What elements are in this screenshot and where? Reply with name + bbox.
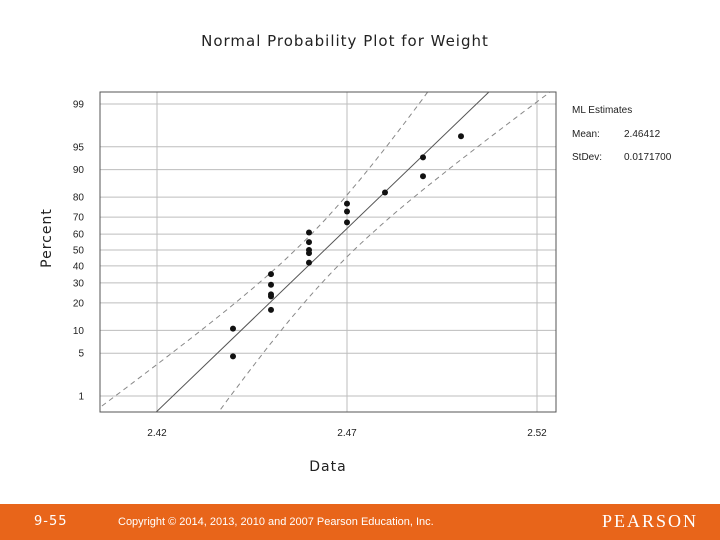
x-tick-label: 2.42 (147, 428, 167, 439)
slide-number: 9-55 (34, 514, 68, 529)
band-right (217, 92, 551, 412)
y-tick-label: 10 (73, 326, 85, 337)
plot-frame (99, 91, 557, 413)
x-tick-labels: 2.42 2.47 2.52 (147, 428, 547, 439)
fit-line-group (155, 92, 490, 412)
data-point (268, 281, 274, 288)
y-tick-label: 1 (78, 392, 84, 403)
copyright-text: Copyright © 2014, 2013, 2010 and 2007 Pe… (118, 516, 434, 528)
x-axis-title: Data (309, 459, 346, 475)
y-tick-label: 60 (73, 230, 85, 241)
x-tick-label: 2.52 (527, 428, 547, 439)
data-point (458, 133, 464, 140)
data-point (344, 219, 350, 226)
y-tick-labels: 1 5 10 20 30 40 50 60 70 80 90 95 99 (73, 100, 85, 403)
data-points (230, 133, 464, 360)
data-point (306, 259, 312, 266)
data-point (306, 239, 312, 246)
mean-label: Mean: (572, 129, 600, 140)
data-point (344, 208, 350, 215)
data-point (420, 173, 426, 180)
data-point (230, 325, 236, 332)
stdev-label: StDev: (572, 152, 602, 163)
chart-title: Normal Probability Plot for Weight (201, 32, 489, 50)
data-point (230, 353, 236, 360)
x-tick-label: 2.47 (337, 428, 357, 439)
stdev-value: 0.0171700 (624, 152, 672, 163)
y-tick-label: 80 (73, 193, 85, 204)
data-point (382, 189, 388, 196)
y-tick-label: 30 (73, 278, 85, 289)
y-tick-label: 20 (73, 298, 85, 309)
y-tick-label: 40 (73, 261, 85, 272)
mean-value: 2.46412 (624, 129, 661, 140)
estimates-heading: ML Estimates (572, 105, 632, 116)
confidence-band (100, 92, 551, 412)
data-point (268, 271, 274, 278)
slide-footer: 9-55 Copyright © 2014, 2013, 2010 and 20… (0, 504, 720, 540)
y-tick-label: 50 (73, 246, 85, 257)
data-point (344, 200, 350, 207)
y-tick-label: 90 (73, 165, 85, 176)
data-point (420, 154, 426, 161)
estimates-box: ML Estimates Mean: 2.46412 StDev: 0.0171… (572, 105, 672, 163)
band-left (100, 92, 429, 409)
pearson-logo: PEARSON (601, 511, 698, 531)
y-tick-label: 95 (73, 142, 85, 153)
probability-plot: Normal Probability Plot for Weight 1 5 10 2… (39, 32, 672, 475)
gridlines (100, 92, 556, 412)
fit-line (155, 92, 490, 412)
data-point (306, 229, 312, 236)
data-point (306, 247, 312, 253)
data-point (268, 306, 274, 313)
data-point (268, 291, 274, 298)
y-tick-label: 99 (73, 100, 85, 111)
y-axis-title: Percent (39, 208, 55, 268)
y-tick-label: 5 (78, 349, 84, 360)
y-tick-label: 70 (73, 213, 85, 224)
